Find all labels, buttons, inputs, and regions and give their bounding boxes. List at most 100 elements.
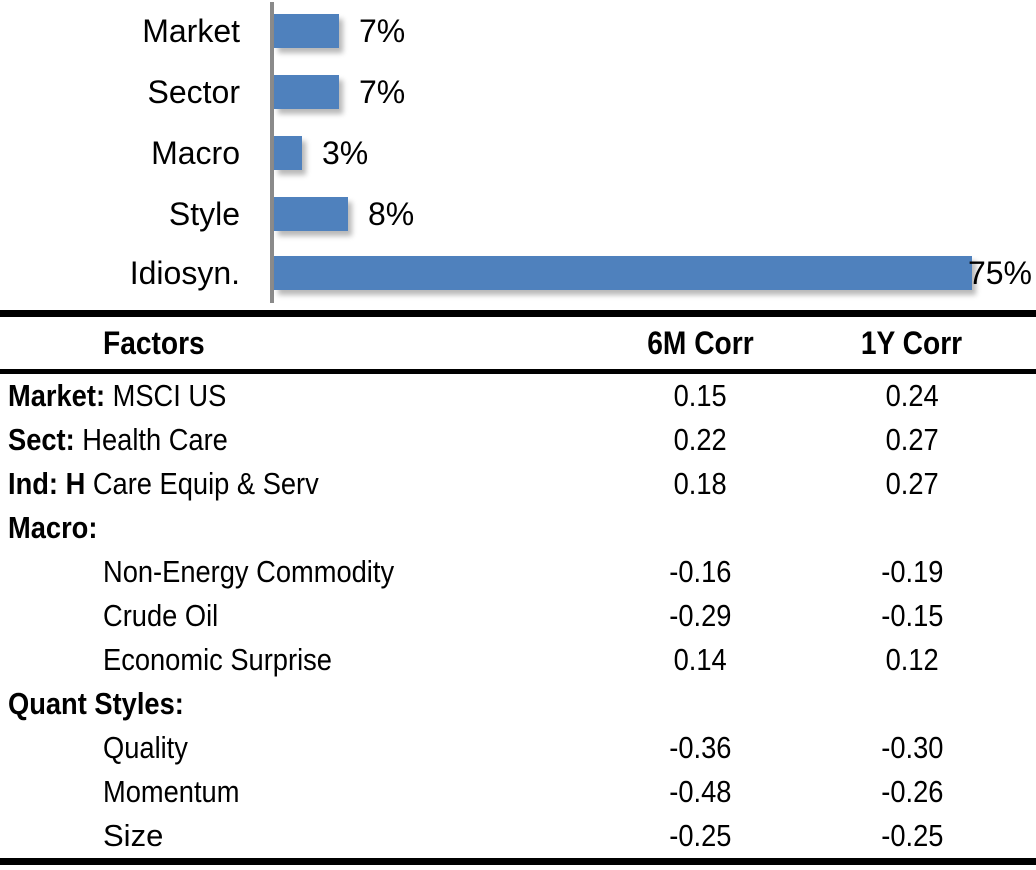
chart-value-label: 7% (359, 13, 406, 49)
header-factors-label: Factors (103, 324, 205, 361)
chart-value-label: 8% (368, 196, 415, 232)
corr-6m-cell: -0.48 (596, 774, 804, 810)
table-row: Momentum -0.48 -0.26 (0, 770, 1036, 814)
corr-1y-cell: 0.27 (804, 422, 1020, 458)
table-body: Market: MSCI US 0.15 0.24 Sect: Health Care… (0, 374, 1036, 858)
table-top-rule (0, 310, 1036, 317)
table-row: Size -0.25 -0.25 (0, 814, 1036, 858)
factor-prefix-bold: Market: (8, 378, 106, 413)
factor-name-cell: Momentum (0, 774, 596, 810)
table-row: Crude Oil -0.29 -0.15 (0, 594, 1036, 638)
chart-category-label: Sector (147, 74, 240, 110)
corr-6m-cell-value: -0.29 (668, 598, 732, 633)
table-row: Sect: Health Care 0.22 0.27 (0, 418, 1036, 462)
factor-name-text: Economic Surprise (103, 642, 332, 678)
factor-label: MSCI US (105, 378, 227, 413)
chart-category-label: Style (168, 196, 240, 232)
factor-label: Quality (103, 730, 188, 765)
table-bottom-rule (0, 858, 1036, 865)
factor-name-text: Sect: Health Care (8, 422, 228, 458)
corr-1y-cell: 0.24 (804, 378, 1020, 414)
corr-6m-cell: -0.36 (596, 730, 804, 766)
factor-name-text: Non-Energy Commodity (103, 554, 394, 590)
corr-6m-cell-value: -0.36 (668, 730, 732, 765)
factor-name-text: Ind: H Care Equip & Serv (8, 466, 319, 502)
chart-value-label: 3% (322, 135, 369, 171)
factor-name-cell: Sect: Health Care (0, 422, 596, 458)
factor-label: Momentum (103, 774, 240, 809)
factor-name-text: Quality (103, 730, 188, 766)
corr-6m-cell-value: 0.15 (673, 378, 727, 413)
corr-6m-cell: 0.15 (596, 378, 804, 414)
corr-1y-cell: -0.19 (804, 554, 1020, 590)
table-row: Non-Energy Commodity -0.16 -0.19 (0, 550, 1036, 594)
corr-1y-cell: -0.26 (804, 774, 1020, 810)
risk-decomposition-bar-chart: Market 7% Sector 7% Macro 3% Style 8% Idiosyn. 75… (0, 0, 1036, 308)
corr-1y-cell-value: -0.30 (880, 730, 944, 765)
corr-6m-cell: 0.22 (596, 422, 804, 458)
factor-correlation-table: Factors 6M Corr 1Y Corr Market: MSCI US 0… (0, 310, 1036, 865)
factor-name-cell: Ind: H Care Equip & Serv (0, 466, 596, 502)
table-row: Quality -0.36 -0.30 (0, 726, 1036, 770)
factor-label: Economic Surprise (103, 642, 332, 677)
factor-name-cell: Quant Styles: (0, 686, 596, 722)
table-row: Economic Surprise 0.14 0.12 (0, 638, 1036, 682)
corr-6m-cell-value: -0.16 (668, 554, 732, 589)
corr-6m-cell-value: 0.22 (673, 422, 727, 457)
factor-name-text: Size (103, 818, 163, 853)
table-header-rule (0, 369, 1036, 374)
chart-category-label: Macro (151, 135, 240, 171)
corr-1y-cell-value: 0.27 (885, 466, 939, 501)
corr-1y-cell-value: 0.27 (885, 422, 939, 457)
corr-1y-cell: -0.30 (804, 730, 1020, 766)
table-row: Market: MSCI US 0.15 0.24 (0, 374, 1036, 418)
corr-6m-cell-value: -0.48 (668, 774, 732, 809)
factor-label: Size (103, 818, 164, 853)
factor-label: Crude Oil (103, 598, 219, 633)
corr-1y-cell-value: 0.24 (885, 378, 939, 413)
corr-6m-cell-value: -0.25 (668, 818, 732, 853)
chart-bar (274, 75, 339, 109)
factor-name-text: Quant Styles: (8, 686, 184, 722)
corr-1y-cell-value: -0.25 (880, 818, 944, 853)
corr-6m-cell (596, 686, 804, 722)
factor-prefix-bold: Macro: (8, 510, 98, 545)
factor-prefix-bold: Ind: H (8, 466, 86, 501)
corr-6m-cell-value: 0.18 (673, 466, 727, 501)
factor-name-cell: Macro: (0, 510, 596, 546)
corr-6m-cell: 0.14 (596, 642, 804, 678)
chart-category-label: Market (142, 13, 240, 49)
corr-6m-cell (596, 510, 804, 546)
corr-1y-cell-value: -0.26 (880, 774, 944, 809)
chart-value-label: 75% (967, 255, 1032, 291)
corr-1y-cell: 0.12 (804, 642, 1020, 678)
header-6m-corr-label: 6M Corr (646, 324, 754, 361)
corr-6m-cell: -0.16 (596, 554, 804, 590)
corr-6m-cell: -0.25 (596, 818, 804, 854)
header-6m-corr: 6M Corr (596, 325, 804, 362)
factor-name-text: Macro: (8, 510, 97, 546)
corr-1y-cell: 0.27 (804, 466, 1020, 502)
factor-prefix-bold: Sect: (8, 422, 75, 457)
factor-name-text: Crude Oil (103, 598, 218, 634)
corr-6m-cell: 0.18 (596, 466, 804, 502)
factor-name-text: Momentum (103, 774, 239, 810)
factor-name-cell: Size (0, 818, 596, 854)
factor-name-text: Market: MSCI US (8, 378, 226, 414)
table-row: Macro: (0, 506, 1036, 550)
factor-prefix-bold: Quant Styles: (8, 686, 184, 721)
table-header-row: Factors 6M Corr 1Y Corr (0, 317, 1036, 369)
chart-category-label: Idiosyn. (129, 255, 240, 291)
chart-axis-line (270, 2, 274, 303)
factor-name-cell: Economic Surprise (0, 642, 596, 678)
corr-1y-cell: -0.25 (804, 818, 1020, 854)
factor-name-cell: Non-Energy Commodity (0, 554, 596, 590)
chart-bar (274, 256, 972, 290)
header-1y-corr-label: 1Y Corr (861, 324, 963, 361)
factor-label: Care Equip & Serv (85, 466, 319, 501)
header-1y-corr: 1Y Corr (804, 325, 1020, 362)
corr-1y-cell (804, 510, 1020, 546)
chart-bar (274, 197, 348, 231)
factor-label: Non-Energy Commodity (103, 554, 395, 589)
